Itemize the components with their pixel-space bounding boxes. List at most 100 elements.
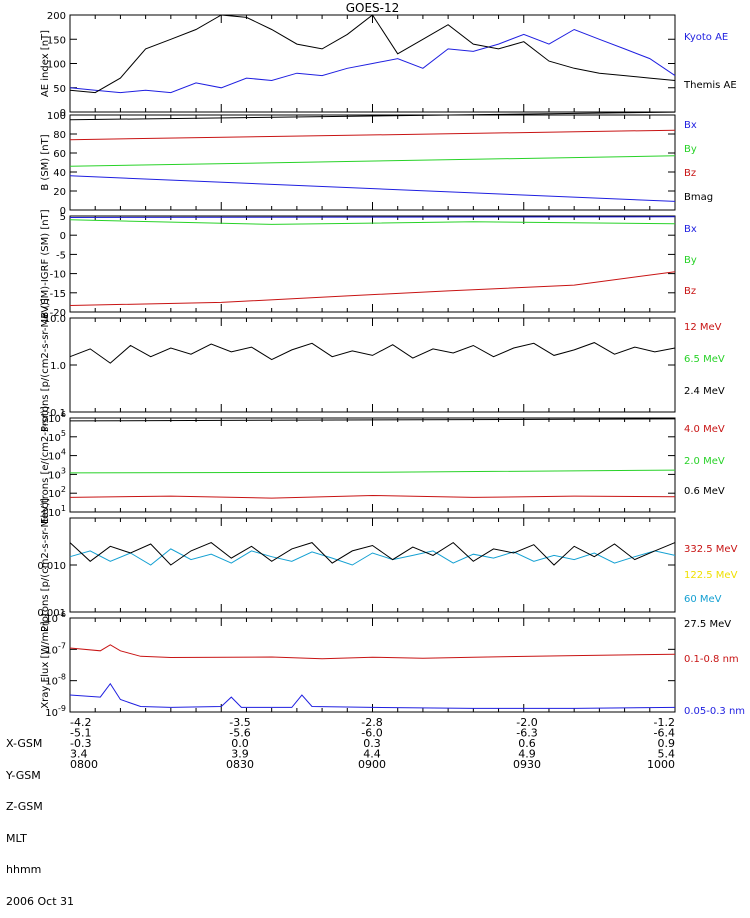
footer-value: -3.5	[229, 716, 250, 729]
series-line	[69, 219, 676, 225]
y-tick-label: 104	[48, 448, 66, 463]
y-tick-label: 100	[47, 111, 66, 122]
legend-entry: 60 MeV	[684, 594, 722, 605]
footer-value: 0830	[226, 758, 254, 771]
y-tick-label: 50	[53, 84, 66, 95]
legend-entry: 12 MeV	[684, 322, 722, 333]
legend-entry: By	[684, 144, 697, 155]
footer-row-labels: X-GSM Y-GSM Z-GSM MLT hhmm 2006 Oct 31	[6, 718, 74, 918]
y-tick-label: 101	[48, 504, 66, 519]
legend-entry: 2.4 MeV	[684, 386, 725, 397]
panel-frame	[69, 617, 676, 713]
legend-entry: By	[684, 255, 697, 266]
footer-value: 1000	[647, 758, 675, 771]
series-line	[69, 644, 676, 660]
legend-entry: 0.05-0.3 nm	[684, 706, 745, 717]
series-line	[69, 548, 676, 566]
series-line	[69, 541, 676, 566]
series-line	[69, 14, 676, 94]
panel-frame	[69, 114, 676, 211]
y-tick-label: 20	[53, 187, 66, 198]
footer-value: -6.0	[361, 727, 382, 740]
footer-value: -4.2	[70, 716, 91, 729]
footer-label-zgsm: Z-GSM	[6, 800, 43, 813]
footer-value: 0800	[70, 758, 98, 771]
y-tick-label: 40	[53, 168, 66, 179]
footer-value: 0.9	[658, 737, 676, 750]
footer-value: -2.0	[516, 716, 537, 729]
series-line	[69, 129, 676, 141]
footer-value: 4.4	[363, 748, 381, 761]
footer-value: -6.4	[654, 727, 675, 740]
legend-entry: Kyoto AE	[684, 32, 728, 43]
legend-entry: Bmag	[684, 192, 713, 203]
y-tick-label: 10-6	[45, 610, 66, 625]
y-tick-label: 0	[60, 231, 66, 242]
y-tick-label: 103	[48, 466, 66, 481]
legend-entry: 0.1-0.8 nm	[684, 654, 739, 665]
series-line	[69, 271, 676, 306]
footer-label-hhmm: hhmm	[6, 863, 42, 876]
y-tick-label: 10-8	[45, 673, 66, 688]
y-tick-label: -5	[56, 250, 66, 261]
footer-label-ygsm: Y-GSM	[6, 768, 41, 782]
series-line	[69, 469, 676, 474]
y-axis-label: Protons [p/(cm2-s-sr-MeV)]	[40, 298, 51, 432]
y-tick-label: -20	[50, 308, 66, 319]
y-tick-label: 60	[53, 149, 66, 160]
legend-entry: 0.6 MeV	[684, 486, 725, 497]
footer-value: -5.6	[229, 727, 250, 740]
series-line	[69, 155, 676, 167]
footer-value: 0.0	[231, 737, 249, 750]
y-tick-label: 5	[60, 212, 66, 223]
y-axis-label: Xray Flux [W/m2]	[40, 621, 51, 708]
footer-label-mlt: MLT	[6, 831, 27, 845]
footer-value: 0.3	[363, 737, 381, 750]
y-tick-label: 102	[48, 485, 66, 500]
y-axis-label: Protons [p/(cm2-s-sr-MeV)]	[40, 498, 51, 632]
series-line	[69, 494, 676, 499]
series-line	[69, 682, 676, 709]
footer-value: -5.1	[70, 727, 91, 740]
footer-date: 2006 Oct 31	[6, 894, 75, 908]
legend-entry: Bx	[684, 120, 697, 131]
series-line	[69, 175, 676, 202]
y-tick-label: 0.010	[37, 561, 66, 572]
footer-value: 5.4	[658, 748, 676, 761]
footer-value: 0900	[358, 758, 386, 771]
y-tick-label: 150	[47, 35, 66, 46]
y-tick-label: 100	[47, 60, 66, 71]
panel-frame	[69, 517, 676, 613]
legend-entry: 122.5 MeV	[684, 570, 738, 581]
footer-value: 0930	[513, 758, 541, 771]
legend-entry: 6.5 MeV	[684, 354, 725, 365]
legend-entry: 332.5 MeV	[684, 544, 738, 555]
y-tick-label: 10-9	[45, 704, 66, 719]
footer-value: -1.2	[654, 716, 675, 729]
panel-frame	[69, 215, 676, 313]
series-line	[69, 216, 676, 218]
panel-frame	[69, 317, 676, 413]
legend-entry: Themis AE	[683, 80, 737, 91]
y-tick-label: 10-7	[45, 641, 66, 656]
chart-title: GOES-12	[346, 1, 400, 15]
y-tick-label: 1.0	[50, 361, 66, 372]
y-tick-label: 0	[60, 108, 66, 119]
footer-value: -0.3	[70, 737, 91, 750]
footer-value: -6.3	[516, 727, 537, 740]
legend-entry: 4.0 MeV	[684, 424, 725, 435]
series-line	[69, 342, 676, 364]
legend-entry: 2.0 MeV	[684, 456, 725, 467]
y-axis-label: AE index [nT]	[40, 30, 51, 97]
footer-value: 3.9	[231, 748, 249, 761]
y-tick-label: 0.1	[50, 408, 66, 419]
legend-entry: Bz	[684, 286, 696, 297]
footer-value: 3.4	[70, 748, 88, 761]
legend-entry: Bz	[684, 168, 696, 179]
series-line	[69, 111, 676, 121]
series-line	[69, 28, 676, 94]
y-axis-label: Electrons [e/(cm2-s-sr)]	[40, 406, 51, 524]
y-tick-label: 80	[53, 130, 66, 141]
legend-entry: Bx	[684, 224, 697, 235]
